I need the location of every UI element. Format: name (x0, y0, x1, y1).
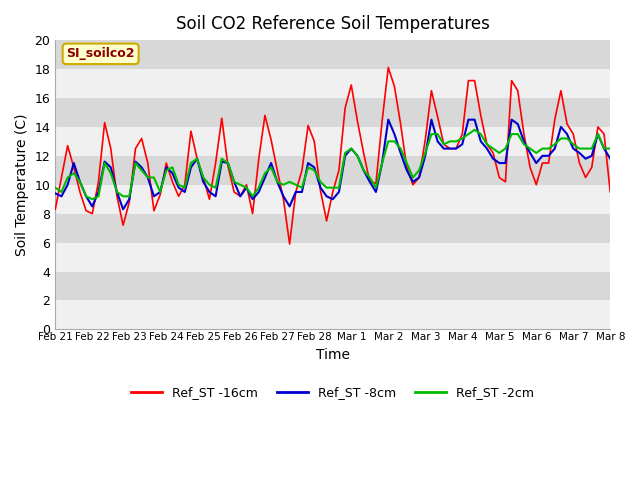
Bar (55, 272, 611, 300)
Bar (55, 40, 611, 69)
Bar (55, 185, 611, 214)
Bar (55, 214, 611, 242)
Bar (55, 156, 611, 185)
Y-axis label: Soil Temperature (C): Soil Temperature (C) (15, 113, 29, 256)
Bar (55, 300, 611, 329)
Title: Soil CO2 Reference Soil Temperatures: Soil CO2 Reference Soil Temperatures (176, 15, 490, 33)
X-axis label: Time: Time (316, 348, 350, 362)
Legend: Ref_ST -16cm, Ref_ST -8cm, Ref_ST -2cm: Ref_ST -16cm, Ref_ST -8cm, Ref_ST -2cm (126, 381, 540, 404)
Bar (55, 127, 611, 156)
Bar (55, 98, 611, 127)
Bar (55, 242, 611, 272)
Bar (55, 69, 611, 98)
Text: SI_soilco2: SI_soilco2 (67, 48, 135, 60)
